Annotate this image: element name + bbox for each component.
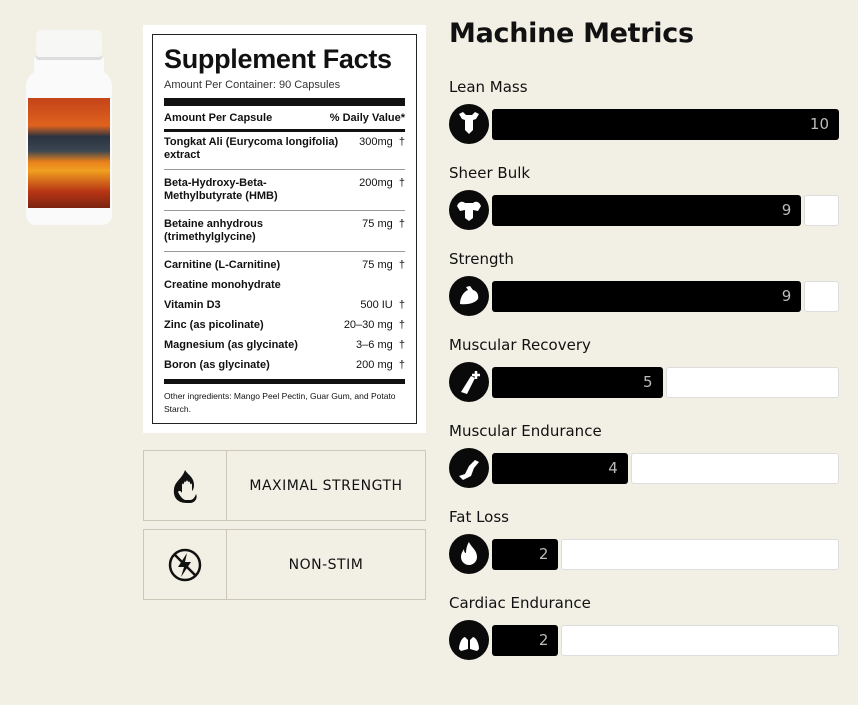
- ingredient-amount: 3–6 mg †: [356, 339, 405, 351]
- metric-lean-mass: Lean Mass 10: [449, 78, 839, 144]
- divider: [164, 98, 405, 106]
- metric-fat-loss: Fat Loss 2: [449, 508, 839, 574]
- metric-bar: 2: [492, 624, 839, 656]
- metric-label: Strength: [449, 250, 514, 268]
- metric-sheer-bulk: Sheer Bulk 9: [449, 164, 839, 230]
- feature-non-stim: NON-STIM: [143, 529, 426, 600]
- ingredient-name: Zinc (as picolinate): [164, 319, 264, 331]
- facts-row: Zinc (as picolinate) 20–30 mg †: [164, 315, 405, 335]
- metric-bar: 4: [492, 452, 839, 484]
- metric-cardiac-endurance: Cardiac Endurance 2: [449, 594, 839, 660]
- ingredient-amount: 200mg †: [359, 177, 405, 189]
- facts-row: Magnesium (as glycinate) 3–6 mg †: [164, 335, 405, 355]
- feature-label: MAXIMAL STRENGTH: [249, 477, 403, 494]
- ingredient-name: Betaine anhydrous (trimethylglycine): [164, 218, 264, 243]
- fist-flame-icon: [173, 469, 197, 503]
- other-ingredients: Other ingredients: Mango Peel Pectin, Gu…: [164, 391, 396, 414]
- metric-strength: Strength 9: [449, 250, 839, 316]
- ingredient-name: Carnitine (L-Carnitine): [164, 259, 281, 271]
- metric-bar: 5: [492, 366, 839, 398]
- facts-row: Boron (as glycinate) 200 mg †: [164, 355, 405, 375]
- metric-bar: 2: [492, 538, 839, 570]
- metric-label: Muscular Endurance: [449, 422, 602, 440]
- facts-row: Vitamin D3 500 IU †: [164, 295, 405, 315]
- metric-label: Muscular Recovery: [449, 336, 591, 354]
- metric-muscular-endurance: Muscular Endurance 4: [449, 422, 839, 488]
- metric-label: Lean Mass: [449, 78, 528, 96]
- metric-label: Fat Loss: [449, 508, 509, 526]
- metric-bar-fill: 9: [492, 280, 802, 312]
- facts-subtitle: Amount Per Container: 90 Capsules: [164, 79, 341, 91]
- metric-bar-fill: 2: [492, 624, 559, 656]
- metric-bar-fill: 4: [492, 452, 628, 484]
- metric-bar-empty: [561, 538, 839, 570]
- torso-icon: [449, 104, 489, 144]
- ingredient-name: Creatine monohydrate: [164, 279, 281, 291]
- facts-row: Beta-Hydroxy-Beta-Methylbutyrate (HMB) 20…: [164, 173, 405, 211]
- feature-label: NON-STIM: [288, 556, 364, 573]
- product-bottle-image: [26, 30, 112, 225]
- ingredient-amount: 75 mg †: [362, 259, 405, 271]
- feature-maximal-strength: MAXIMAL STRENGTH: [143, 450, 426, 521]
- metric-bar: 9: [492, 280, 839, 312]
- metric-bar-empty: [561, 624, 839, 656]
- ingredient-amount: 75 mg †: [362, 218, 405, 230]
- metric-muscular-recovery: Muscular Recovery 5: [449, 336, 839, 402]
- metric-bar-fill: 10: [492, 108, 839, 140]
- supplement-facts-panel: Supplement Facts Amount Per Container: 9…: [143, 25, 426, 433]
- ingredient-name: Boron (as glycinate): [164, 359, 270, 371]
- metric-bar-fill: 9: [492, 194, 802, 226]
- metric-bar: 9: [492, 194, 839, 226]
- lungs-icon: [449, 620, 489, 660]
- metrics-title: Machine Metrics: [449, 18, 694, 49]
- ingredient-name: Magnesium (as glycinate): [164, 339, 298, 351]
- ingredient-name: Tongkat Ali (Eurycoma longifolia) extrac…: [164, 136, 339, 161]
- metric-bar-fill: 5: [492, 366, 663, 398]
- facts-title: Supplement Facts: [164, 44, 392, 74]
- muscle-plus-icon: [449, 362, 489, 402]
- ingredient-amount: 20–30 mg †: [343, 319, 405, 331]
- ingredient-amount: 500 IU †: [360, 299, 405, 311]
- no-lightning-icon: [168, 548, 202, 581]
- metric-label: Cardiac Endurance: [449, 594, 591, 612]
- metric-bar: 10: [492, 108, 839, 140]
- ingredient-name: Vitamin D3: [164, 299, 221, 311]
- metric-label: Sheer Bulk: [449, 164, 531, 182]
- ingredient-amount: [399, 279, 405, 292]
- facts-row: Tongkat Ali (Eurycoma longifolia) extrac…: [164, 132, 405, 170]
- flame-icon: [449, 534, 489, 574]
- bodybuilder-icon: [449, 190, 489, 230]
- facts-row: Carnitine (L-Carnitine) 75 mg †: [164, 255, 405, 275]
- ingredient-amount: 200 mg †: [356, 359, 405, 371]
- facts-row: Creatine monohydrate: [164, 275, 405, 295]
- running-leg-icon: [449, 448, 489, 488]
- ingredient-amount: 300mg †: [359, 136, 405, 148]
- facts-row: Betaine anhydrous (trimethylglycine) 75 m…: [164, 214, 405, 252]
- metric-bar-empty: [804, 280, 839, 312]
- ingredient-name: Beta-Hydroxy-Beta-Methylbutyrate (HMB): [164, 177, 278, 202]
- col-header-amount: Amount Per Capsule: [164, 112, 273, 124]
- metric-bar-empty: [630, 452, 839, 484]
- metric-bar-empty: [665, 366, 839, 398]
- divider: [164, 379, 405, 384]
- col-header-dv: % Daily Value*: [329, 112, 405, 124]
- flexed-arm-icon: [449, 276, 489, 316]
- metric-bar-empty: [804, 194, 839, 226]
- metric-bar-fill: 2: [492, 538, 559, 570]
